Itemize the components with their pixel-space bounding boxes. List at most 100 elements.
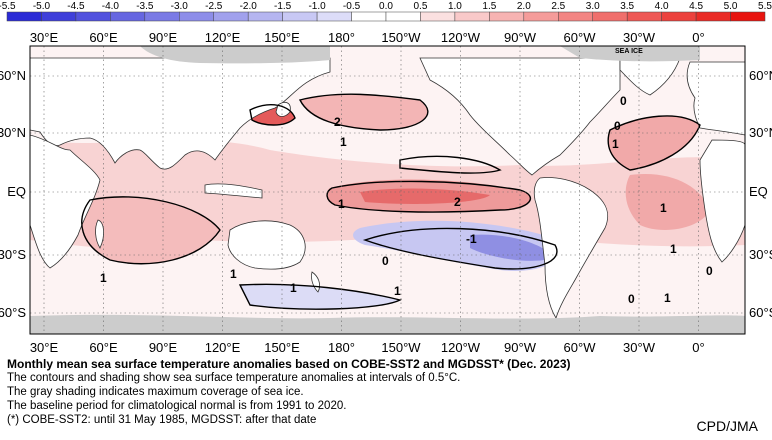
color-scale-tick-label: 4.5	[689, 1, 703, 12]
north-america	[419, 57, 621, 176]
credit-label: CPD/JMA	[696, 418, 758, 434]
longitude-labels-top: 30°E 60°E 90°E 120°E 150°E 180° 150°W 120°W 90°W…	[30, 30, 705, 45]
land-masses	[30, 57, 745, 319]
contour-label: 1	[612, 137, 619, 151]
longitude-label: 60°E	[89, 30, 118, 45]
longitude-label: 30°E	[30, 340, 59, 355]
contour-label: 0	[620, 94, 627, 108]
longitude-label: 90°E	[149, 340, 178, 355]
map-frame	[29, 45, 746, 335]
latitude-labels-right: 60°N 30°N EQ 30°S 60°S	[749, 68, 772, 320]
contour-line	[607, 115, 701, 171]
contour-labels: 2 1 1 2 1 -1 0 1 1 1 0 0 1 1 0 0 1 1	[100, 94, 713, 306]
color-scale-bar: -5.5 -5.0 -4.5 -4.0 -3.5 -3.0 -2.5 -2.0 -1.5 -1.0…	[0, 1, 772, 22]
contour-label: 1	[100, 271, 107, 285]
color-scale-tick-label: 5.5	[758, 1, 772, 12]
color-scale-tick-label: 0.0	[379, 1, 393, 12]
graticule	[30, 46, 745, 334]
warm-north-atlantic	[608, 115, 700, 170]
latitude-label: 30°N	[749, 125, 772, 140]
contour-label: 1	[394, 284, 401, 298]
color-scale-tick-label: -1.5	[274, 1, 292, 12]
longitude-label: 90°E	[149, 30, 178, 45]
color-scale-tick-label: -0.5	[343, 1, 361, 12]
color-scale-labels: -5.5 -5.0 -4.5 -4.0 -3.5 -3.0 -2.5 -2.0 -1.5 -1.0…	[0, 1, 772, 12]
longitude-label: 180°	[328, 30, 355, 45]
color-scale-tick-label: 1.0	[448, 1, 462, 12]
contour-line	[399, 155, 502, 174]
warm-indian-ocean	[81, 196, 220, 264]
longitude-label: 30°W	[623, 340, 656, 355]
longitude-label: 150°E	[264, 30, 300, 45]
antarctic-sea-ice	[30, 314, 745, 334]
color-scale-tick-label: 2.0	[517, 1, 531, 12]
greenland	[619, 57, 681, 96]
longitude-label: 180°	[328, 340, 355, 355]
color-scale-tick-label: -5.5	[0, 1, 16, 12]
contour-line	[362, 227, 558, 270]
contour-label: 1	[338, 197, 345, 211]
latitude-label: 30°S	[749, 247, 772, 262]
contour-line	[298, 93, 429, 131]
color-scale-tick-label: 3.0	[586, 1, 600, 12]
longitude-label: 0°	[692, 340, 704, 355]
longitude-label: 150°W	[381, 30, 421, 45]
caption-line: The contours and shading show sea surfac…	[7, 372, 461, 384]
arctic-sea-ice-west	[140, 46, 330, 64]
longitude-label: 90°W	[504, 340, 537, 355]
caption-title: Monthly mean sea surface temperature ano…	[7, 357, 571, 371]
latitude-label: 30°N	[0, 125, 26, 140]
caption-line: The baseline period for climatological n…	[7, 400, 347, 412]
caption-line: (*) COBE-SST2: until 31 May 1985, MGDSST…	[7, 414, 317, 426]
latitude-labels-left: 60°N 30°N EQ 30°S 60°S	[0, 68, 26, 320]
longitude-label: 120°W	[441, 30, 481, 45]
color-scale-tick-label: -3.0	[171, 1, 189, 12]
color-scale-tick-label: 4.0	[655, 1, 669, 12]
contour-lines	[81, 93, 701, 310]
longitude-label: 60°E	[89, 340, 118, 355]
contour-label: 0	[628, 292, 635, 306]
color-scale-tick-label: 2.5	[551, 1, 565, 12]
longitude-labels-bottom: 30°E 60°E 90°E 120°E 150°E 180° 150°W 120°W 90°W…	[30, 340, 705, 355]
longitude-label: 150°E	[264, 340, 300, 355]
madagascar	[95, 219, 104, 249]
contour-label: 1	[230, 267, 237, 281]
africa-east	[699, 139, 745, 263]
latitude-label: EQ	[749, 184, 768, 199]
contour-label: 0	[382, 254, 389, 268]
warm-equatorial-core	[360, 188, 490, 204]
contour-line	[238, 283, 403, 310]
latitude-label: 60°N	[0, 68, 26, 83]
longitude-label: 30°W	[623, 30, 656, 45]
color-scale-tick-label: -4.5	[67, 1, 85, 12]
south-america	[533, 177, 609, 319]
longitude-label: 120°W	[441, 340, 481, 355]
europe-west	[686, 61, 745, 136]
longitude-label: 0°	[692, 30, 704, 45]
contour-label: 1	[290, 281, 297, 295]
color-scale-tick-label: -2.5	[205, 1, 223, 12]
sea-ice-label: SEA ICE	[615, 48, 643, 55]
sea-ice-coverage	[30, 46, 745, 334]
contour-label: 0	[614, 119, 621, 133]
contour-label: 1	[670, 242, 677, 256]
color-scale-tick-label: 5.0	[724, 1, 738, 12]
color-scale-tick-label: -3.5	[136, 1, 154, 12]
contour-line	[81, 196, 221, 265]
contour-line	[249, 104, 296, 126]
latitude-label: 60°S	[749, 305, 772, 320]
figure-caption: Monthly mean sea surface temperature ano…	[7, 357, 767, 427]
latitude-label: 60°S	[0, 305, 26, 320]
contour-label: 1	[664, 291, 671, 305]
indonesia	[204, 183, 263, 199]
warm-south-atlantic	[625, 174, 710, 230]
color-scale-tick-label: -1.0	[308, 1, 326, 12]
color-scale-cell	[730, 11, 766, 22]
eurasia	[30, 57, 331, 170]
cold-southern-ocean	[240, 284, 400, 310]
longitude-label: 60°W	[564, 340, 597, 355]
color-scale-tick-label: 0.5	[414, 1, 428, 12]
latitude-label: 30°S	[0, 247, 26, 262]
latitude-label: 60°N	[749, 68, 772, 83]
longitude-label: 150°W	[381, 340, 421, 355]
